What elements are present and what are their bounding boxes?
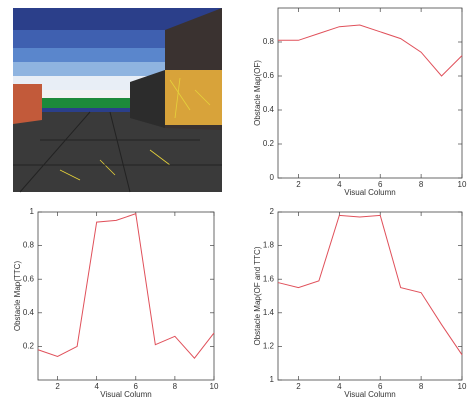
- y-tick-label: 0.4: [263, 105, 275, 114]
- y-tick-label: 0.8: [263, 37, 275, 46]
- y-tick-label: 0.2: [23, 342, 35, 351]
- x-axis-label: Visual Column: [344, 188, 395, 197]
- x-tick-label: 8: [173, 382, 178, 391]
- data-line: [277, 214, 463, 356]
- x-tick-label: 2: [296, 180, 301, 189]
- y-tick-label: 0.2: [263, 139, 275, 148]
- x-axis-label: Visual Column: [344, 390, 395, 399]
- x-tick-label: 8: [419, 382, 424, 391]
- y-tick-label: 2: [270, 207, 275, 216]
- scene-image: [13, 8, 222, 193]
- x-tick-label: 6: [378, 382, 383, 391]
- data-line: [278, 24, 463, 77]
- x-tick-label: 4: [337, 382, 342, 391]
- x-tick-label: 10: [458, 382, 467, 391]
- y-tick-label: 1: [30, 207, 35, 216]
- y-tick-label: 0.6: [263, 71, 275, 80]
- x-tick-label: 6: [134, 382, 139, 391]
- y-axis-label: Obstacle Map(OF and TTC): [253, 246, 262, 345]
- x-tick-label: 8: [419, 180, 424, 189]
- y-tick-label: 0: [270, 173, 275, 182]
- y-axis-label: Obstacle Map(TTC): [13, 261, 22, 332]
- x-tick-label: 10: [210, 382, 219, 391]
- x-tick-label: 4: [94, 382, 99, 391]
- y-tick-label: 0.6: [23, 274, 35, 283]
- x-tick-label: 4: [337, 180, 342, 189]
- y-tick-label: 0.8: [23, 241, 35, 250]
- y-tick-label: 1.4: [263, 308, 275, 317]
- data-line: [37, 213, 215, 359]
- y-tick-label: 1: [270, 375, 275, 384]
- x-tick-label: 2: [55, 382, 60, 391]
- y-tick-label: 1.2: [263, 342, 275, 351]
- y-tick-label: 0.4: [23, 308, 35, 317]
- x-tick-label: 2: [296, 382, 301, 391]
- x-axis-label: Visual Column: [100, 390, 151, 399]
- plot-frame: [37, 211, 215, 381]
- plots: 0 0.2 0.4 0.6 0.8 2 4 6 8 10 Visual Column Obstacle…: [13, 7, 467, 399]
- y-axis-label: Obstacle Map(OF): [253, 60, 262, 126]
- y-tick-label: 1.8: [263, 241, 275, 250]
- plot-frame: [277, 7, 463, 179]
- y-tick-label: 1.6: [263, 274, 275, 283]
- plot-frame: [277, 211, 463, 381]
- x-tick-label: 6: [378, 180, 383, 189]
- x-tick-label: 10: [458, 180, 467, 189]
